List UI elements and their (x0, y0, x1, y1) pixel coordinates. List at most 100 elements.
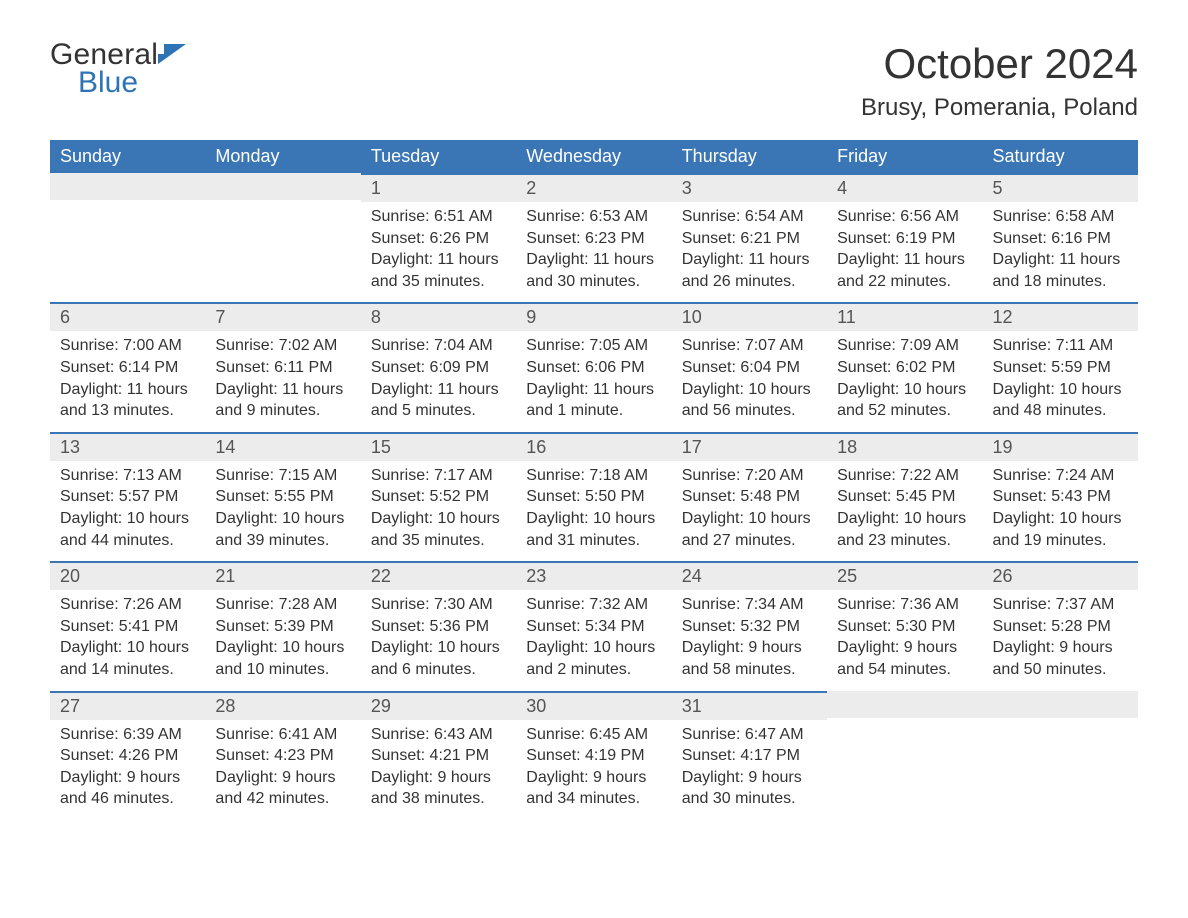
day-sunset: Sunset: 5:45 PM (837, 486, 972, 508)
day-sunset: Sunset: 5:41 PM (60, 616, 195, 638)
day-body: Sunrise: 7:37 AMSunset: 5:28 PMDaylight:… (983, 594, 1138, 680)
day-daylight2: and 56 minutes. (682, 400, 817, 422)
day-sunset: Sunset: 5:28 PM (993, 616, 1128, 638)
day-cell: 21Sunrise: 7:28 AMSunset: 5:39 PMDayligh… (205, 561, 360, 690)
day-cell: 6Sunrise: 7:00 AMSunset: 6:14 PMDaylight… (50, 302, 205, 431)
day-sunrise: Sunrise: 6:43 AM (371, 724, 506, 746)
day-header: Tuesday (361, 140, 516, 173)
day-daylight1: Daylight: 10 hours (837, 508, 972, 530)
day-sunset: Sunset: 6:23 PM (526, 228, 661, 250)
week-row: 6Sunrise: 7:00 AMSunset: 6:14 PMDaylight… (50, 302, 1138, 431)
day-cell: 8 Sunrise: 7:04 AMSunset: 6:09 PMDaylight… (361, 302, 516, 431)
calendar-table: Sunday Monday Tuesday Wednesday Thursday… (50, 140, 1138, 820)
day-daylight2: and 39 minutes. (215, 530, 350, 552)
day-body: Sunrise: 7:26 AMSunset: 5:41 PMDaylight:… (50, 594, 205, 680)
day-cell: 24Sunrise: 7:34 AMSunset: 5:32 PMDayligh… (672, 561, 827, 690)
day-sunset: Sunset: 5:59 PM (993, 357, 1128, 379)
day-sunrise: Sunrise: 7:22 AM (837, 465, 972, 487)
day-cell: 4Sunrise: 6:56 AMSunset: 6:19 PMDaylight… (827, 173, 982, 302)
day-body: Sunrise: 7:20 AMSunset: 5:48 PMDaylight:… (672, 465, 827, 551)
day-daylight2: and 35 minutes. (371, 530, 506, 552)
day-cell: 16Sunrise: 7:18 AMSunset: 5:50 PMDayligh… (516, 432, 671, 561)
day-sunrise: Sunrise: 7:18 AM (526, 465, 661, 487)
day-number: 8 (361, 302, 516, 331)
day-number: 16 (516, 432, 671, 461)
day-sunrise: Sunrise: 6:51 AM (371, 206, 506, 228)
day-cell: 10Sunrise: 7:07 AMSunset: 6:04 PMDayligh… (672, 302, 827, 431)
day-daylight1: Daylight: 9 hours (682, 767, 817, 789)
day-body: Sunrise: 6:53 AMSunset: 6:23 PMDaylight:… (516, 206, 671, 292)
day-daylight2: and 31 minutes. (526, 530, 661, 552)
day-sunset: Sunset: 5:30 PM (837, 616, 972, 638)
day-body: Sunrise: 7:04 AMSunset: 6:09 PMDaylight:… (361, 335, 516, 421)
day-sunset: Sunset: 4:17 PM (682, 745, 817, 767)
day-cell: 31Sunrise: 6:47 AMSunset: 4:17 PMDayligh… (672, 691, 827, 820)
day-body: Sunrise: 7:05 AMSunset: 6:06 PMDaylight:… (516, 335, 671, 421)
day-cell: 7Sunrise: 7:02 AMSunset: 6:11 PMDaylight… (205, 302, 360, 431)
day-number: 5 (983, 173, 1138, 202)
day-sunrise: Sunrise: 7:34 AM (682, 594, 817, 616)
day-number (50, 173, 205, 200)
day-body: Sunrise: 7:00 AMSunset: 6:14 PMDaylight:… (50, 335, 205, 421)
day-header: Friday (827, 140, 982, 173)
day-cell (205, 173, 360, 302)
day-daylight1: Daylight: 10 hours (215, 508, 350, 530)
day-daylight2: and 42 minutes. (215, 788, 350, 810)
day-daylight2: and 38 minutes. (371, 788, 506, 810)
day-daylight2: and 1 minute. (526, 400, 661, 422)
day-sunset: Sunset: 6:04 PM (682, 357, 817, 379)
day-cell: 1Sunrise: 6:51 AMSunset: 6:26 PMDaylight… (361, 173, 516, 302)
day-daylight2: and 48 minutes. (993, 400, 1128, 422)
day-sunset: Sunset: 5:57 PM (60, 486, 195, 508)
day-daylight2: and 2 minutes. (526, 659, 661, 681)
day-daylight2: and 44 minutes. (60, 530, 195, 552)
day-daylight1: Daylight: 10 hours (993, 379, 1128, 401)
week-row: 1Sunrise: 6:51 AMSunset: 6:26 PMDaylight… (50, 173, 1138, 302)
page-title: October 2024 (861, 40, 1138, 88)
week-row: 20 Sunrise: 7:26 AMSunset: 5:41 PMDayligh… (50, 561, 1138, 690)
day-daylight1: Daylight: 9 hours (837, 637, 972, 659)
day-sunset: Sunset: 5:36 PM (371, 616, 506, 638)
day-number: 20 (50, 561, 205, 590)
day-sunset: Sunset: 6:06 PM (526, 357, 661, 379)
day-number: 22 (361, 561, 516, 590)
day-sunrise: Sunrise: 7:07 AM (682, 335, 817, 357)
day-sunrise: Sunrise: 7:24 AM (993, 465, 1128, 487)
day-daylight1: Daylight: 10 hours (837, 379, 972, 401)
day-number: 3 (672, 173, 827, 202)
day-sunrise: Sunrise: 7:05 AM (526, 335, 661, 357)
day-number: 9 (516, 302, 671, 331)
day-sunset: Sunset: 5:32 PM (682, 616, 817, 638)
day-daylight1: Daylight: 10 hours (526, 637, 661, 659)
day-daylight2: and 23 minutes. (837, 530, 972, 552)
day-sunset: Sunset: 6:11 PM (215, 357, 350, 379)
day-number: 12 (983, 302, 1138, 331)
day-daylight1: Daylight: 10 hours (682, 379, 817, 401)
logo-word2: Blue (78, 68, 186, 98)
day-cell (50, 173, 205, 302)
day-sunset: Sunset: 6:16 PM (993, 228, 1128, 250)
day-daylight1: Daylight: 10 hours (60, 637, 195, 659)
day-sunrise: Sunrise: 6:54 AM (682, 206, 817, 228)
day-daylight1: Daylight: 9 hours (526, 767, 661, 789)
day-sunrise: Sunrise: 7:02 AM (215, 335, 350, 357)
day-sunrise: Sunrise: 7:32 AM (526, 594, 661, 616)
day-sunrise: Sunrise: 7:00 AM (60, 335, 195, 357)
day-daylight2: and 19 minutes. (993, 530, 1128, 552)
day-sunset: Sunset: 6:19 PM (837, 228, 972, 250)
day-sunrise: Sunrise: 7:17 AM (371, 465, 506, 487)
day-body: Sunrise: 6:39 AMSunset: 4:26 PMDaylight:… (50, 724, 205, 810)
day-daylight2: and 18 minutes. (993, 271, 1128, 293)
day-daylight2: and 10 minutes. (215, 659, 350, 681)
day-daylight1: Daylight: 9 hours (682, 637, 817, 659)
day-body: Sunrise: 7:34 AMSunset: 5:32 PMDaylight:… (672, 594, 827, 680)
day-cell (827, 691, 982, 820)
day-number: 15 (361, 432, 516, 461)
day-number: 31 (672, 691, 827, 720)
day-daylight1: Daylight: 10 hours (215, 637, 350, 659)
day-number: 1 (361, 173, 516, 202)
day-sunrise: Sunrise: 7:36 AM (837, 594, 972, 616)
day-daylight2: and 58 minutes. (682, 659, 817, 681)
day-number: 7 (205, 302, 360, 331)
day-daylight2: and 13 minutes. (60, 400, 195, 422)
